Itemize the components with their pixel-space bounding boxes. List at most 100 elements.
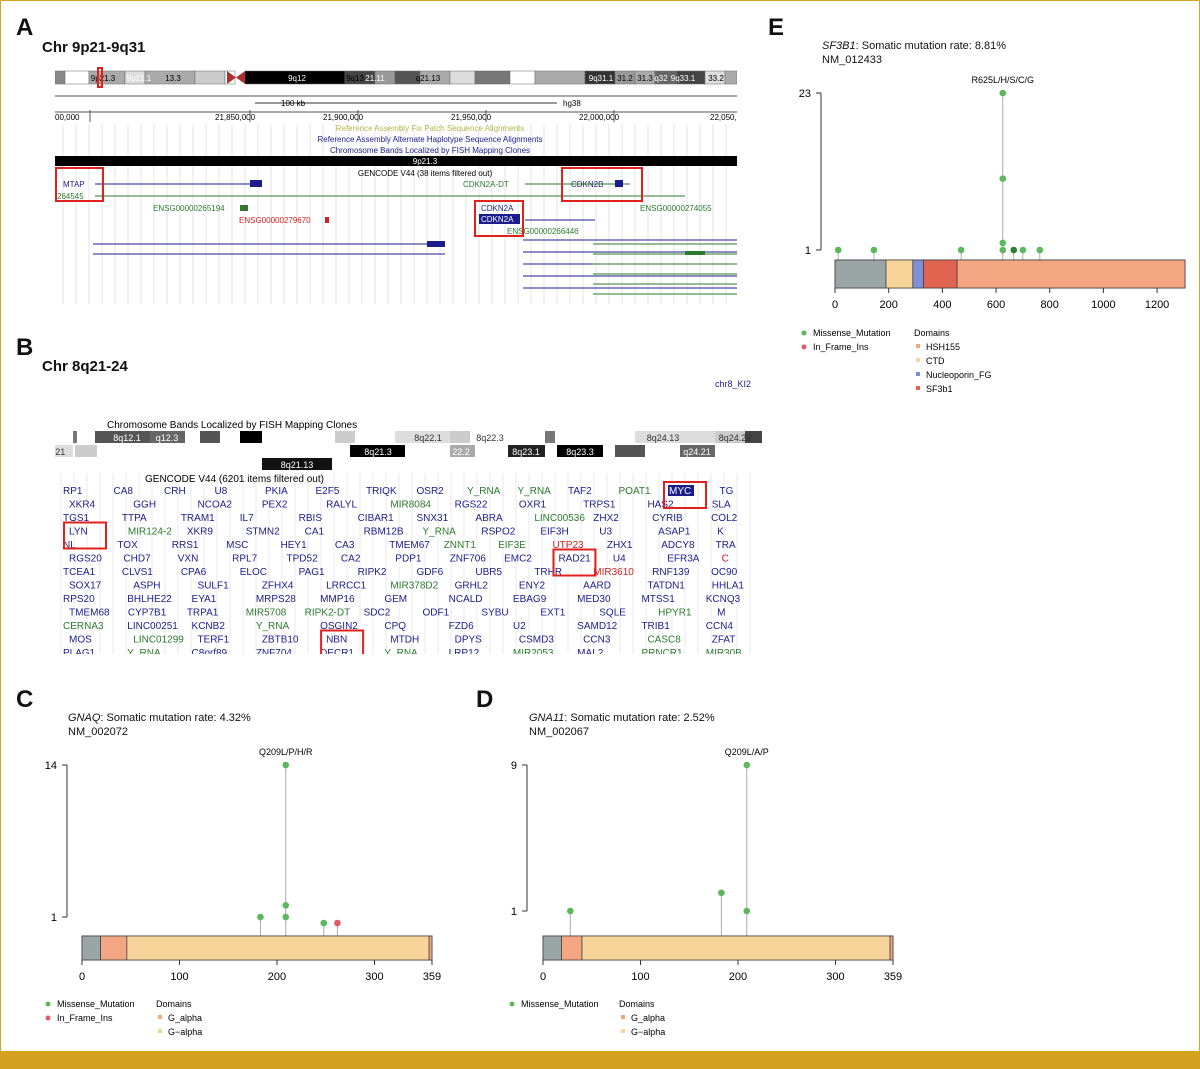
y-tick-label: 1 — [511, 906, 517, 918]
panel-label-b: B — [16, 334, 34, 361]
gene-label: MIR124-2 — [128, 527, 172, 538]
protein-domain-g_alpha — [561, 935, 583, 961]
x-tick-label: 1000 — [1091, 299, 1115, 311]
band-row1 — [450, 431, 470, 443]
y-tick-label: 9 — [511, 760, 517, 772]
protein-domain-nucleoporin_fg — [912, 259, 924, 289]
gene-label: MIR2053 — [513, 648, 554, 654]
mutation-point — [320, 919, 328, 927]
gene-label: TPD52 — [287, 554, 319, 565]
protein-domain-hsh155 — [956, 259, 1186, 289]
ideogram-label: q32 — [654, 74, 668, 83]
x-tick-label: 1200 — [1145, 299, 1169, 311]
track-label: Reference Assembly Fix Patch Sequence Al… — [336, 124, 525, 133]
gene-label: TRPA1 — [187, 608, 219, 619]
gene-label: CRH — [164, 486, 186, 497]
gene-label: EXT1 — [540, 608, 565, 619]
gene-label: ELOC — [240, 567, 267, 578]
gene-label: EIF3H — [540, 527, 568, 538]
legend-domain-swatch — [621, 1015, 625, 1019]
ideogram-band — [55, 70, 66, 85]
band-row1 — [240, 431, 262, 443]
legend-domains-title: Domains — [619, 999, 655, 1009]
gene-label: MYC — [669, 486, 691, 497]
gene-label: RBM12B — [364, 527, 404, 538]
gene-label: SDC2 — [364, 608, 391, 619]
mutation-point — [957, 246, 965, 254]
gene-label: SAMD12 — [577, 621, 617, 632]
gene-label: OXR1 — [519, 500, 547, 511]
gene-label: M — [717, 608, 725, 619]
band-row2 — [680, 445, 715, 457]
legend-mutation-type: In_Frame_Ins — [813, 342, 869, 352]
gene-label: BHLHE22 — [127, 594, 172, 605]
gene-label: IL7 — [240, 513, 254, 524]
position-label: 21,850,000 — [215, 113, 256, 122]
mutation-point — [1019, 246, 1027, 254]
x-tick-label: 300 — [365, 971, 383, 983]
gene-label: RGS22 — [455, 500, 488, 511]
x-tick-label: 200 — [880, 299, 898, 311]
band-row1 — [73, 431, 77, 443]
gene-label: MIR30B — [706, 648, 742, 654]
legend-marker — [801, 344, 807, 350]
legend-domain-name: G_alpha — [631, 1013, 665, 1023]
gene-label: TRIB1 — [641, 621, 670, 632]
gene-label: CPQ — [384, 621, 406, 632]
gene-label: RGS20 — [69, 554, 102, 565]
gene-label: MIR5708 — [246, 608, 287, 619]
legend-domain-swatch — [916, 386, 920, 390]
sf3b1-plot-canvas: 23 1 R625L/H/S/C/G 0 200 400 600 800 1000 1200 Mis… — [799, 75, 1186, 394]
gene-label: PKIA — [265, 486, 288, 497]
gene-label: NCOA2 — [198, 500, 233, 511]
gene-label: COL2 — [711, 513, 738, 524]
gene-label: CA1 — [305, 527, 325, 538]
x-tick-label: 359 — [423, 971, 441, 983]
gene-label: UBR5 — [475, 567, 502, 578]
ideogram-band — [474, 70, 511, 85]
legend-domain-name: SF3b1 — [926, 384, 953, 394]
sf3b1-header: SF3B1: Somatic mutation rate: 8.81% NM_0… — [822, 39, 1006, 67]
gencode-label: GENCODE V44 (38 items filtered out) — [358, 169, 493, 178]
assembly-label: hg38 — [563, 99, 581, 108]
band-label: 8q24.22 — [719, 433, 752, 443]
band-row1 — [200, 431, 220, 443]
gene-label: U3 — [599, 527, 612, 538]
gene-label: POAT1 — [619, 486, 651, 497]
gene-label: TERF1 — [198, 635, 230, 646]
mutation-point — [999, 175, 1007, 182]
ideogram-label: 9q33.1 — [671, 74, 696, 83]
band-label: 8q21.3 — [364, 447, 392, 457]
x-tick-label: 800 — [1041, 299, 1059, 311]
gene-label: MED30 — [577, 594, 611, 605]
protein-domain-stub — [542, 935, 562, 961]
hotspot-label: Q209L/A/P — [725, 747, 769, 757]
track-label: Reference Assembly Alternate Haplotype S… — [317, 135, 542, 144]
x-tick-label: 0 — [79, 971, 85, 983]
legend-domain-name: G−alpha — [631, 1027, 665, 1037]
band-row2 — [350, 445, 405, 457]
gene-label: HPYR1 — [658, 608, 692, 619]
hotspot-label: Q209L/P/H/R — [259, 747, 313, 757]
ideogram-label: 31.2 — [617, 74, 633, 83]
gene-label: MIR378D2 — [390, 581, 438, 592]
protein-domain-g_alpha — [100, 935, 128, 961]
gna11-plot-canvas: 9 1 Q209L/A/P 0 100 200 300 359 Missense_Mutatio… — [509, 747, 902, 1037]
band-label: 8q22.3 — [476, 433, 504, 443]
gene-label: STMN2 — [246, 527, 280, 538]
gene-label: HEY1 — [281, 540, 308, 551]
gene-label: PDP1 — [395, 554, 422, 565]
band-row1 — [715, 431, 745, 443]
gene-label: KCNQ3 — [706, 594, 741, 605]
gene-label: XKR9 — [187, 527, 214, 538]
gene-label: PAG1 — [299, 567, 325, 578]
gene-label: SLA — [712, 500, 731, 511]
legend-mutation-type: Missense_Mutation — [813, 328, 891, 338]
band-row2 — [508, 445, 545, 457]
band-label: 8q23.3 — [566, 447, 594, 457]
gene-label: Y_RNA — [256, 621, 290, 632]
gene-exon — [685, 251, 705, 255]
ideogram-label: 9q12 — [288, 74, 306, 83]
gene-label: CA2 — [341, 554, 361, 565]
gencode-label: GENCODE V44 (6201 items filtered out) — [145, 474, 324, 485]
